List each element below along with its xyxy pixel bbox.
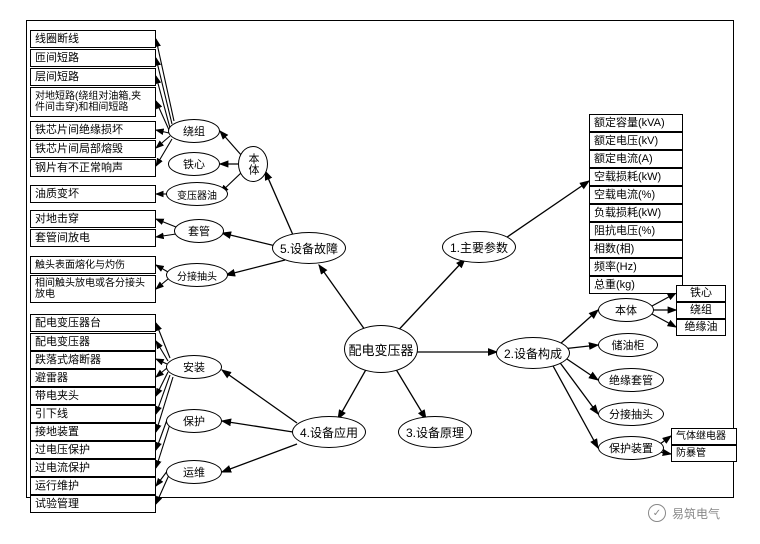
watermark-text: 易筑电气 (672, 505, 720, 522)
fault-oil: 变压器油 (166, 182, 228, 206)
app-item: 试验管理 (30, 495, 156, 513)
branch-2: 2.设备构成 (496, 337, 570, 369)
app-install: 安装 (166, 355, 222, 379)
param-item: 额定电压(kV) (589, 132, 683, 150)
watermark: ✓ 易筑电气 (648, 504, 720, 522)
app-item: 带电夹头 (30, 387, 156, 405)
compose-oiltank: 储油柜 (598, 333, 658, 357)
fault-item: 油质变坏 (30, 185, 156, 203)
app-operate: 运维 (166, 460, 222, 484)
body-sub: 铁心 (676, 285, 726, 302)
app-item: 引下线 (30, 405, 156, 423)
branch-4: 4.设备应用 (292, 416, 366, 448)
fault-item: 层间短路 (30, 68, 156, 86)
app-item: 过电流保护 (30, 459, 156, 477)
param-item: 频率(Hz) (589, 258, 683, 276)
fault-item: 铁芯片间局部熔毁 (30, 140, 156, 158)
app-item: 避雷器 (30, 369, 156, 387)
branch-5: 5.设备故障 (272, 232, 346, 264)
compose-tap: 分接抽头 (598, 402, 664, 426)
compose-body: 本体 (598, 298, 654, 322)
param-item: 总重(kg) (589, 276, 683, 294)
fault-item: 线圈断线 (30, 30, 156, 48)
protect-sub: 气体继电器 (671, 428, 737, 445)
body-sub: 绝缘油 (676, 319, 726, 336)
app-protect: 保护 (166, 409, 222, 433)
param-item: 空载电流(%) (589, 186, 683, 204)
branch-1: 1.主要参数 (442, 231, 516, 263)
param-item: 阻抗电压(%) (589, 222, 683, 240)
fault-item: 触头表面熔化与灼伤 (30, 256, 156, 274)
compose-bushing: 绝缘套管 (598, 368, 664, 392)
param-item: 额定容量(kVA) (589, 114, 683, 132)
fault-item: 对地击穿 (30, 210, 156, 228)
body-sub: 绕组 (676, 302, 726, 319)
fault-body: 本体 (238, 146, 268, 182)
fault-item: 钢片有不正常响声 (30, 159, 156, 177)
diagram-canvas: 配电变压器 1.主要参数 2.设备构成 3.设备原理 4.设备应用 5.设备故障… (0, 0, 760, 544)
fault-bushing: 套管 (174, 219, 224, 243)
fault-item: 匝间短路 (30, 49, 156, 67)
param-item: 负载损耗(kW) (589, 204, 683, 222)
app-item: 配电变压器 (30, 333, 156, 351)
param-item: 相数(相) (589, 240, 683, 258)
wechat-icon: ✓ (648, 504, 666, 522)
app-item: 配电变压器台 (30, 314, 156, 332)
app-item: 过电压保护 (30, 441, 156, 459)
branch-3: 3.设备原理 (398, 416, 472, 448)
fault-item: 套管间放电 (30, 229, 156, 247)
param-item: 空载损耗(kW) (589, 168, 683, 186)
fault-tap: 分接抽头 (166, 263, 228, 287)
protect-sub: 防暴管 (671, 445, 737, 462)
fault-item: 对地短路(绕组对油箱,夹件间击穿)和相间短路 (30, 87, 156, 117)
fault-winding: 绕组 (168, 119, 220, 143)
fault-item: 相间触头放电或各分接头放电 (30, 275, 156, 303)
app-item: 接地装置 (30, 423, 156, 441)
app-item: 运行维护 (30, 477, 156, 495)
fault-item: 铁芯片间绝缘损坏 (30, 121, 156, 139)
center-node: 配电变压器 (344, 325, 418, 373)
app-item: 跌落式熔断器 (30, 351, 156, 369)
fault-core: 铁心 (168, 152, 220, 176)
param-item: 额定电流(A) (589, 150, 683, 168)
compose-protect: 保护装置 (598, 436, 664, 460)
